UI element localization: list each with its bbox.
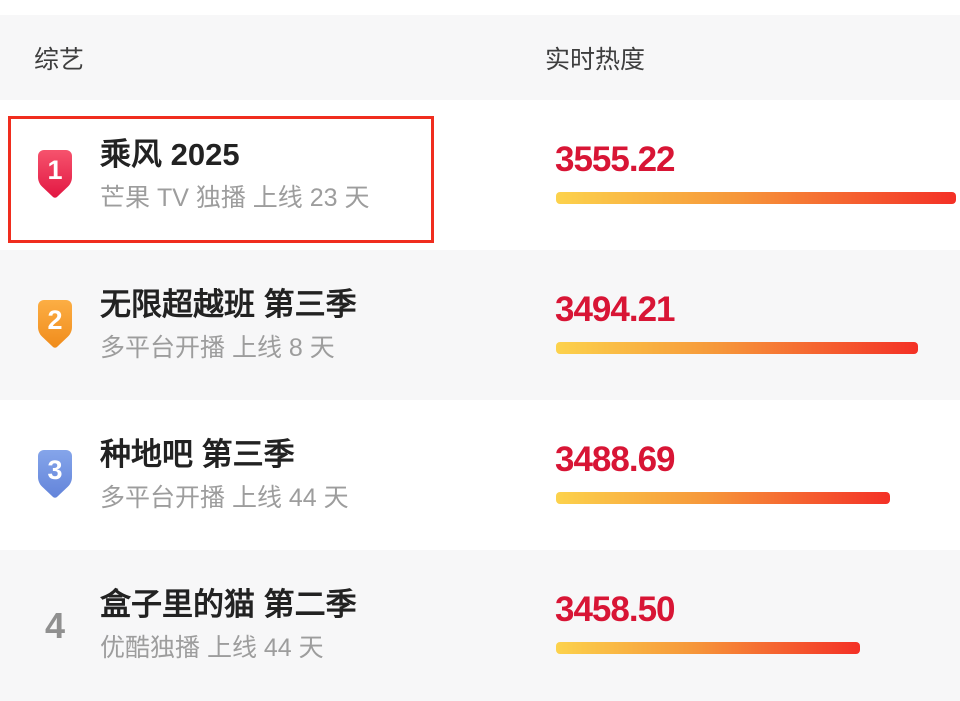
program-info: 盒子里的猫 第二季 优酷独播 上线 44 天 [100,586,357,664]
program-title[interactable]: 乘风 2025 [100,137,240,172]
program-meta: 优酷独播 上线 44 天 [100,634,324,662]
program-title[interactable]: 无限超越班 第三季 [100,287,357,322]
column-header-heat: 实时热度 [545,45,646,74]
heat-bar [556,192,956,204]
heat-score: 3458.50 [555,590,676,629]
heat-bar [556,642,860,654]
rank-4-number: 4 [44,605,66,646]
column-header-program: 综艺 [34,45,85,74]
rank-3-number: 3 [47,455,63,485]
rank-3-badge: 3 [38,450,72,500]
program-info: 乘风 2025 芒果 TV 独播 上线 23 天 [100,136,369,214]
rank-2-number: 2 [47,305,63,335]
rank-1-number: 1 [47,155,63,185]
program-meta: 芒果 TV 独播 上线 23 天 [100,184,370,212]
ranking-row-2[interactable]: 2 无限超越班 第三季 多平台开播 上线 8 天 3494.21 [0,250,960,400]
program-title[interactable]: 种地吧 第三季 [100,437,295,472]
ranking-row-4[interactable]: 4 盒子里的猫 第二季 优酷独播 上线 44 天 3458.50 [0,550,960,701]
rank-2-badge: 2 [38,300,72,350]
ranking-row-1[interactable]: 1 乘风 2025 芒果 TV 独播 上线 23 天 3555.22 [0,100,960,250]
heat-score: 3488.69 [555,440,676,479]
rank-1-badge: 1 [38,150,72,200]
program-meta: 多平台开播 上线 8 天 [100,334,335,362]
table-header: 综艺 实时热度 [0,15,960,100]
program-title[interactable]: 盒子里的猫 第二季 [100,587,357,622]
heat-bar [556,342,918,354]
program-info: 无限超越班 第三季 多平台开播 上线 8 天 [100,286,357,364]
heat-score: 3494.21 [555,290,676,329]
program-meta: 多平台开播 上线 44 天 [100,484,349,512]
ranking-row-3[interactable]: 3 种地吧 第三季 多平台开播 上线 44 天 3488.69 [0,400,960,550]
heat-bar [556,492,890,504]
heat-score: 3555.22 [555,140,676,179]
program-info: 种地吧 第三季 多平台开播 上线 44 天 [100,436,349,514]
